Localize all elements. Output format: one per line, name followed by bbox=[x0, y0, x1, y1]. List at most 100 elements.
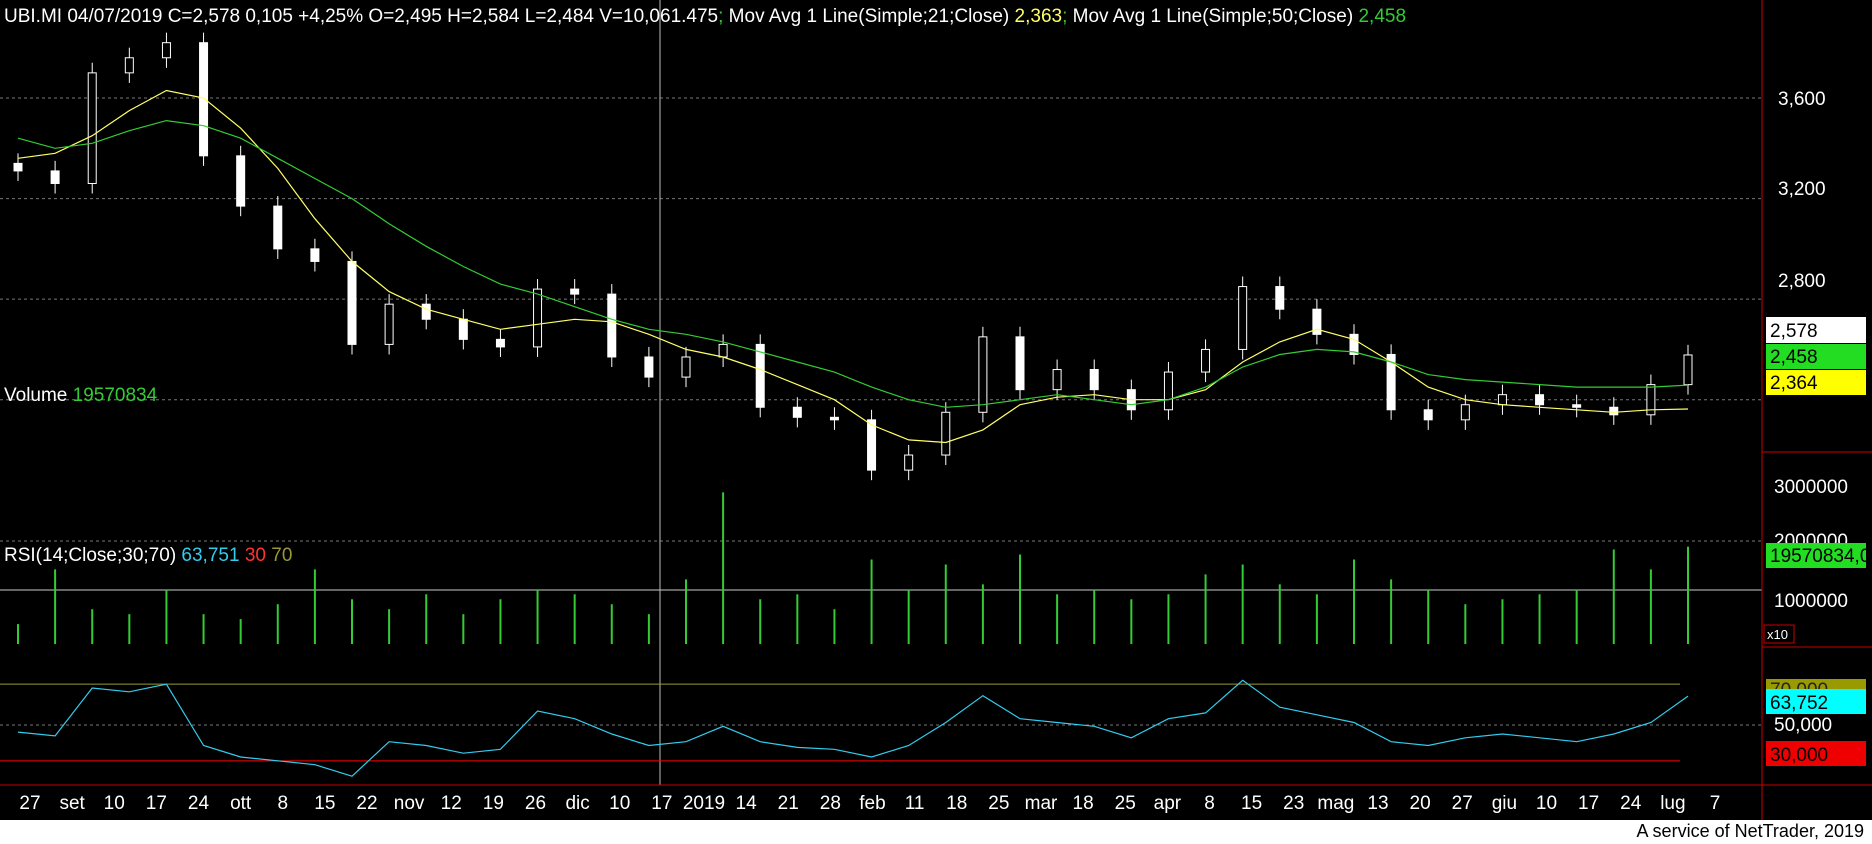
date-tick-label: 17 bbox=[651, 793, 672, 814]
candle bbox=[644, 346, 654, 388]
candle bbox=[1423, 399, 1433, 430]
date-tick-label: apr bbox=[1154, 793, 1182, 814]
candle-body bbox=[1423, 409, 1433, 421]
candle bbox=[681, 346, 691, 388]
candle-body bbox=[941, 411, 951, 456]
date-tick-label: nov bbox=[394, 793, 425, 814]
candle-body bbox=[570, 288, 580, 295]
close-price-tag: 2,578 bbox=[1770, 321, 1818, 342]
header-separator: ; bbox=[718, 6, 723, 27]
date-tick-label: lug bbox=[1660, 793, 1685, 814]
volume-panel[interactable] bbox=[17, 492, 1689, 644]
candle-body bbox=[1535, 394, 1545, 406]
volume-tick-label: 3000000 bbox=[1774, 477, 1848, 498]
date-tick-label: 15 bbox=[314, 793, 335, 814]
volume-header: Volume 19570834 bbox=[4, 385, 158, 406]
candle-body bbox=[1683, 354, 1693, 386]
candle-body bbox=[1201, 348, 1211, 373]
date-tick-label: 7 bbox=[1710, 793, 1721, 814]
candle bbox=[1052, 359, 1062, 400]
ma50-label: Mov Avg 1 Line(Simple;50;Close) bbox=[1067, 6, 1358, 27]
candle-body bbox=[1497, 394, 1507, 406]
candle-body bbox=[978, 336, 988, 413]
candle-body bbox=[1163, 371, 1173, 411]
rsi-value-tag-bg bbox=[1766, 689, 1866, 714]
candle-body bbox=[13, 162, 23, 172]
candle bbox=[1609, 397, 1619, 425]
candle bbox=[87, 62, 97, 194]
candle-body bbox=[792, 406, 802, 418]
candle bbox=[1275, 276, 1285, 320]
candle bbox=[1201, 339, 1211, 383]
rsi-value: 63,751 bbox=[181, 545, 239, 566]
ma21-label: Mov Avg 1 Line(Simple;21;Close) bbox=[723, 6, 1014, 27]
candle bbox=[1312, 299, 1322, 345]
date-tick-label: 17 bbox=[1578, 793, 1599, 814]
date-tick-label: 23 bbox=[1283, 793, 1304, 814]
date-tick-label: 12 bbox=[441, 793, 462, 814]
date-tick-label: 20 bbox=[1410, 793, 1431, 814]
rsi-panel[interactable] bbox=[0, 679, 1689, 777]
ma21-line bbox=[17, 89, 1689, 444]
candle-body bbox=[1646, 384, 1656, 416]
price-header-ohlc: UBI.MI 04/07/2019 C=2,578 0,105 +4,25% O… bbox=[4, 6, 718, 27]
candle-body bbox=[1572, 404, 1582, 408]
candle-body bbox=[421, 303, 431, 320]
candle-body bbox=[1609, 406, 1619, 416]
candle-body bbox=[1238, 286, 1248, 350]
date-tick-label: set bbox=[59, 793, 85, 814]
volume-tick-label: 1000000 bbox=[1774, 591, 1848, 612]
candle-body bbox=[1386, 353, 1396, 411]
date-tick-label: mag bbox=[1317, 793, 1354, 814]
candle bbox=[1460, 394, 1470, 430]
candle bbox=[867, 409, 877, 481]
candle bbox=[1163, 362, 1173, 420]
volume-multiplier: x10 bbox=[1767, 627, 1788, 642]
date-tick-label: 25 bbox=[988, 793, 1009, 814]
candle-body bbox=[347, 260, 357, 345]
date-tick-label: 10 bbox=[609, 793, 630, 814]
candle-body bbox=[1052, 369, 1062, 391]
volume-value: 19570834 bbox=[73, 385, 158, 406]
candle bbox=[50, 160, 60, 194]
candle-body bbox=[1312, 308, 1322, 335]
candle-body bbox=[904, 454, 914, 471]
candle bbox=[1572, 394, 1582, 418]
candle bbox=[570, 279, 580, 305]
date-tick-label: 10 bbox=[104, 793, 125, 814]
volume-tag: 19570834,0 bbox=[1770, 546, 1870, 567]
candle-body bbox=[867, 419, 877, 471]
candle bbox=[829, 407, 839, 430]
candle bbox=[199, 32, 209, 166]
candle-body bbox=[1349, 333, 1359, 355]
candle bbox=[1349, 324, 1359, 365]
date-tick-label: 24 bbox=[188, 793, 210, 814]
candle-body bbox=[644, 356, 654, 378]
volume-tag-bg bbox=[1766, 543, 1866, 568]
footer-credit: A service of NetTrader, 2019 bbox=[1636, 821, 1864, 841]
price-panel[interactable] bbox=[13, 32, 1693, 481]
candle-body bbox=[495, 338, 505, 348]
candle bbox=[310, 238, 320, 272]
date-tick-label: 19 bbox=[483, 793, 504, 814]
candle-body bbox=[273, 205, 283, 250]
rsi-label: RSI(14;Close;30;70) bbox=[4, 545, 181, 566]
price-tick-label: 3,200 bbox=[1778, 179, 1826, 200]
date-tick-label: 27 bbox=[1452, 793, 1473, 814]
rsi-header: RSI(14;Close;30;70) 63,751 30 70 bbox=[4, 545, 292, 566]
date-tick-label: 26 bbox=[525, 793, 546, 814]
date-tick-label: feb bbox=[859, 793, 885, 814]
date-tick-label: 27 bbox=[19, 793, 40, 814]
candle-body bbox=[1089, 369, 1099, 391]
candle bbox=[495, 329, 505, 357]
candle bbox=[124, 47, 134, 83]
candle-body bbox=[607, 293, 617, 358]
grid-lines bbox=[0, 0, 1762, 785]
date-tick-label: 18 bbox=[1073, 793, 1094, 814]
candle bbox=[1535, 384, 1545, 415]
candle bbox=[1238, 276, 1248, 360]
candle bbox=[236, 145, 246, 217]
date-tick-label: 11 bbox=[905, 793, 925, 814]
